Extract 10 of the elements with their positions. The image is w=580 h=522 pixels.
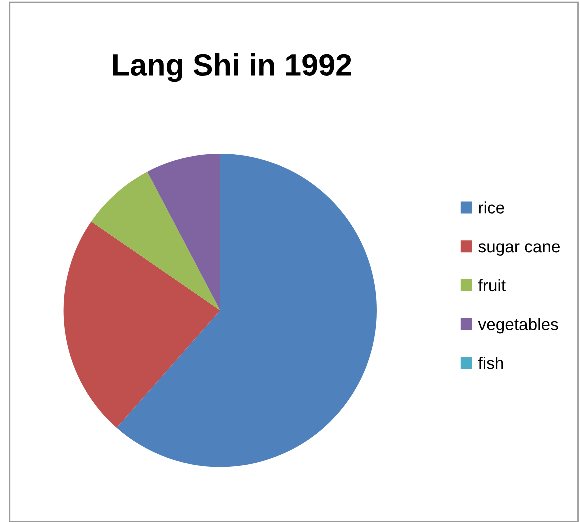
pie-slice [91,172,220,311]
legend-label: rice [479,202,504,214]
legend-label: fruit [478,279,506,292]
legend-label: fish [478,357,504,370]
chart-title: Lang Shi in 1992 [113,54,352,82]
pie-slice [64,222,220,428]
legend-label: sugar cane [478,244,560,256]
legend-label: vegetables [478,318,558,334]
pie-slice [116,154,377,468]
pie-slice [148,154,220,311]
